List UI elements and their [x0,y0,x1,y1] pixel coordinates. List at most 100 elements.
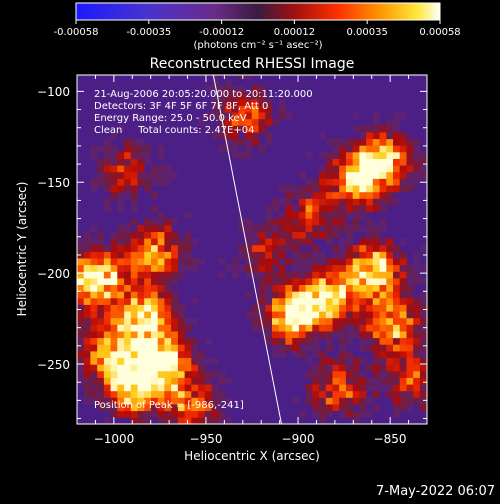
heatmap-cell [352,125,360,133]
heatmap-cell [366,297,374,305]
heatmap-cell [319,278,327,285]
heatmap-cell [393,397,401,405]
heatmap-cell [184,364,192,372]
heatmap-cell [177,244,185,252]
heatmap-cell [231,132,239,140]
heatmap-cell [393,132,401,140]
heatmap-cell [413,311,421,319]
heatmap-cell [366,238,374,246]
heatmap-cell [372,125,380,133]
heatmap-cell [332,364,340,372]
heatmap-cell [359,165,367,173]
heatmap-cell [292,304,300,312]
heatmap-cell [258,317,266,325]
heatmap-cell [359,185,367,193]
annotation-time-range: 21-Aug-2006 20:05:20.000 to 20:11:20.000 [94,89,313,100]
heatmap-cell [157,370,165,378]
heatmap-cell [204,404,212,412]
heatmap-cell [305,278,313,285]
heatmap-cell [386,125,394,133]
heatmap-cell [191,317,199,325]
heatmap-cell [319,132,327,140]
heatmap-cell [77,238,85,246]
heatmap-cell [177,264,185,272]
heatmap-cell [144,251,152,259]
heatmap-cell [130,158,138,166]
heatmap-cell [399,311,407,319]
heatmap-cell [419,370,427,378]
heatmap-cell [285,244,293,252]
heatmap-cell [137,278,145,285]
heatmap-cell [265,278,273,285]
heatmap-cell [103,377,111,385]
heatmap-cell [103,351,111,358]
heatmap-cell [393,112,401,120]
heatmap-cell [211,390,219,398]
heatmap-cell [325,152,333,159]
heatmap-cell [151,357,159,365]
heatmap-cell [399,337,407,345]
heatmap-cell [419,357,427,365]
heatmap-cell [144,370,152,378]
heatmap-cell [130,304,138,312]
heatmap-cell [393,297,401,305]
heatmap-cell [171,244,179,252]
heatmap-cell [164,225,172,232]
heatmap-cell [366,218,374,226]
heatmap-cell [151,324,159,332]
heatmap-cell [97,271,105,279]
heatmap-cell [406,404,414,412]
heatmap-cell [157,244,165,252]
heatmap-cell [393,118,401,126]
heatmap-cell [224,397,232,405]
heatmap-cell [325,211,333,219]
heatmap-cell [278,324,286,332]
heatmap-cell [319,165,327,173]
heatmap-cell [90,377,98,385]
heatmap-cell [130,397,138,405]
heatmap-cell [231,145,239,153]
heatmap-cell [272,344,280,352]
heatmap-cell [339,211,347,219]
heatmap-cell [339,357,347,365]
annotation-counts: Clean Total counts: 2.47E+04 [94,125,254,136]
heatmap-cell [157,317,165,325]
heatmap-cell [151,251,159,259]
heatmap-cell [393,244,401,252]
heatmap-cell [211,85,219,93]
heatmap-cell [97,171,105,179]
heatmap-cell [130,138,138,146]
heatmap-cell [399,258,407,266]
heatmap-cell [339,344,347,352]
heatmap-cell [399,185,407,193]
heatmap-cell [124,231,132,239]
heatmap-cell [372,377,380,385]
heatmap-cell [103,171,111,179]
heatmap-cell [110,165,118,173]
heatmap-cell [332,231,340,239]
heatmap-cell [312,370,320,378]
heatmap-cell [137,304,145,312]
heatmap-cell [137,317,145,325]
heatmap-cell [177,377,185,385]
heatmap-cell [90,278,98,285]
heatmap-cell [372,291,380,299]
heatmap-cell [352,225,360,232]
heatmap-cell [265,138,273,146]
heatmap-cell [137,364,145,372]
heatmap-cell [278,225,286,232]
heatmap-cell [345,331,353,339]
heatmap-cell [265,218,273,226]
heatmap-cell [278,244,286,252]
heatmap-cell [157,178,165,186]
heatmap-cell [359,384,367,392]
heatmap-cell [103,311,111,319]
heatmap-cell [258,98,266,106]
heatmap-cell [352,417,360,424]
heatmap-cell [426,344,427,352]
heatmap-cell [339,284,347,292]
heatmap-cell [245,311,253,319]
heatmap-cell [238,264,246,272]
heatmap-cell [406,145,414,153]
heatmap-cell [278,251,286,259]
